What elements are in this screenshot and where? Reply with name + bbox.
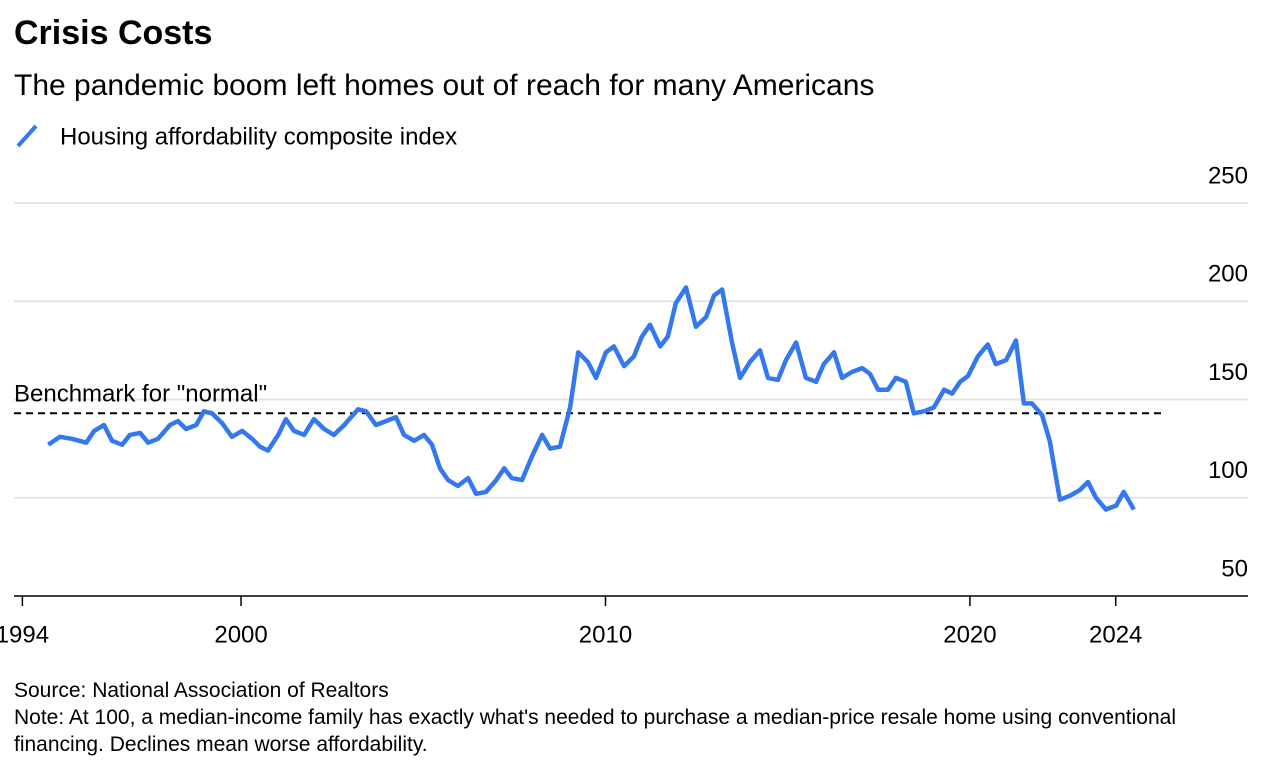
x-tick-label: 2000	[214, 621, 267, 648]
chart: Crisis Costs The pandemic boom left home…	[0, 14, 1248, 648]
legend-swatch	[16, 124, 38, 148]
note: Note: At 100, a median-income family has…	[14, 706, 1176, 756]
chart-subtitle: The pandemic boom left homes out of reac…	[14, 69, 874, 102]
source: Source: National Association of Realtors	[14, 679, 389, 702]
benchmark-label: Benchmark for "normal"	[14, 381, 267, 408]
x-tick-label: 2010	[579, 621, 632, 648]
y-tick-label: 250	[1208, 162, 1248, 189]
x-tick-label: 1994	[0, 621, 49, 648]
y-tick-label: 150	[1208, 359, 1248, 386]
y-tick-label: 200	[1208, 261, 1248, 288]
legend-label: Housing affordability composite index	[60, 123, 457, 150]
x-tick-label: 2020	[943, 621, 996, 648]
y-tick-label: 100	[1208, 457, 1248, 484]
data-line	[47, 285, 1136, 512]
y-tick-label: 50	[1221, 555, 1248, 582]
chart-title: Crisis Costs	[14, 14, 212, 52]
footer: Source: National Association of Realtors…	[14, 677, 1254, 758]
x-tick-label: 2024	[1089, 621, 1142, 648]
